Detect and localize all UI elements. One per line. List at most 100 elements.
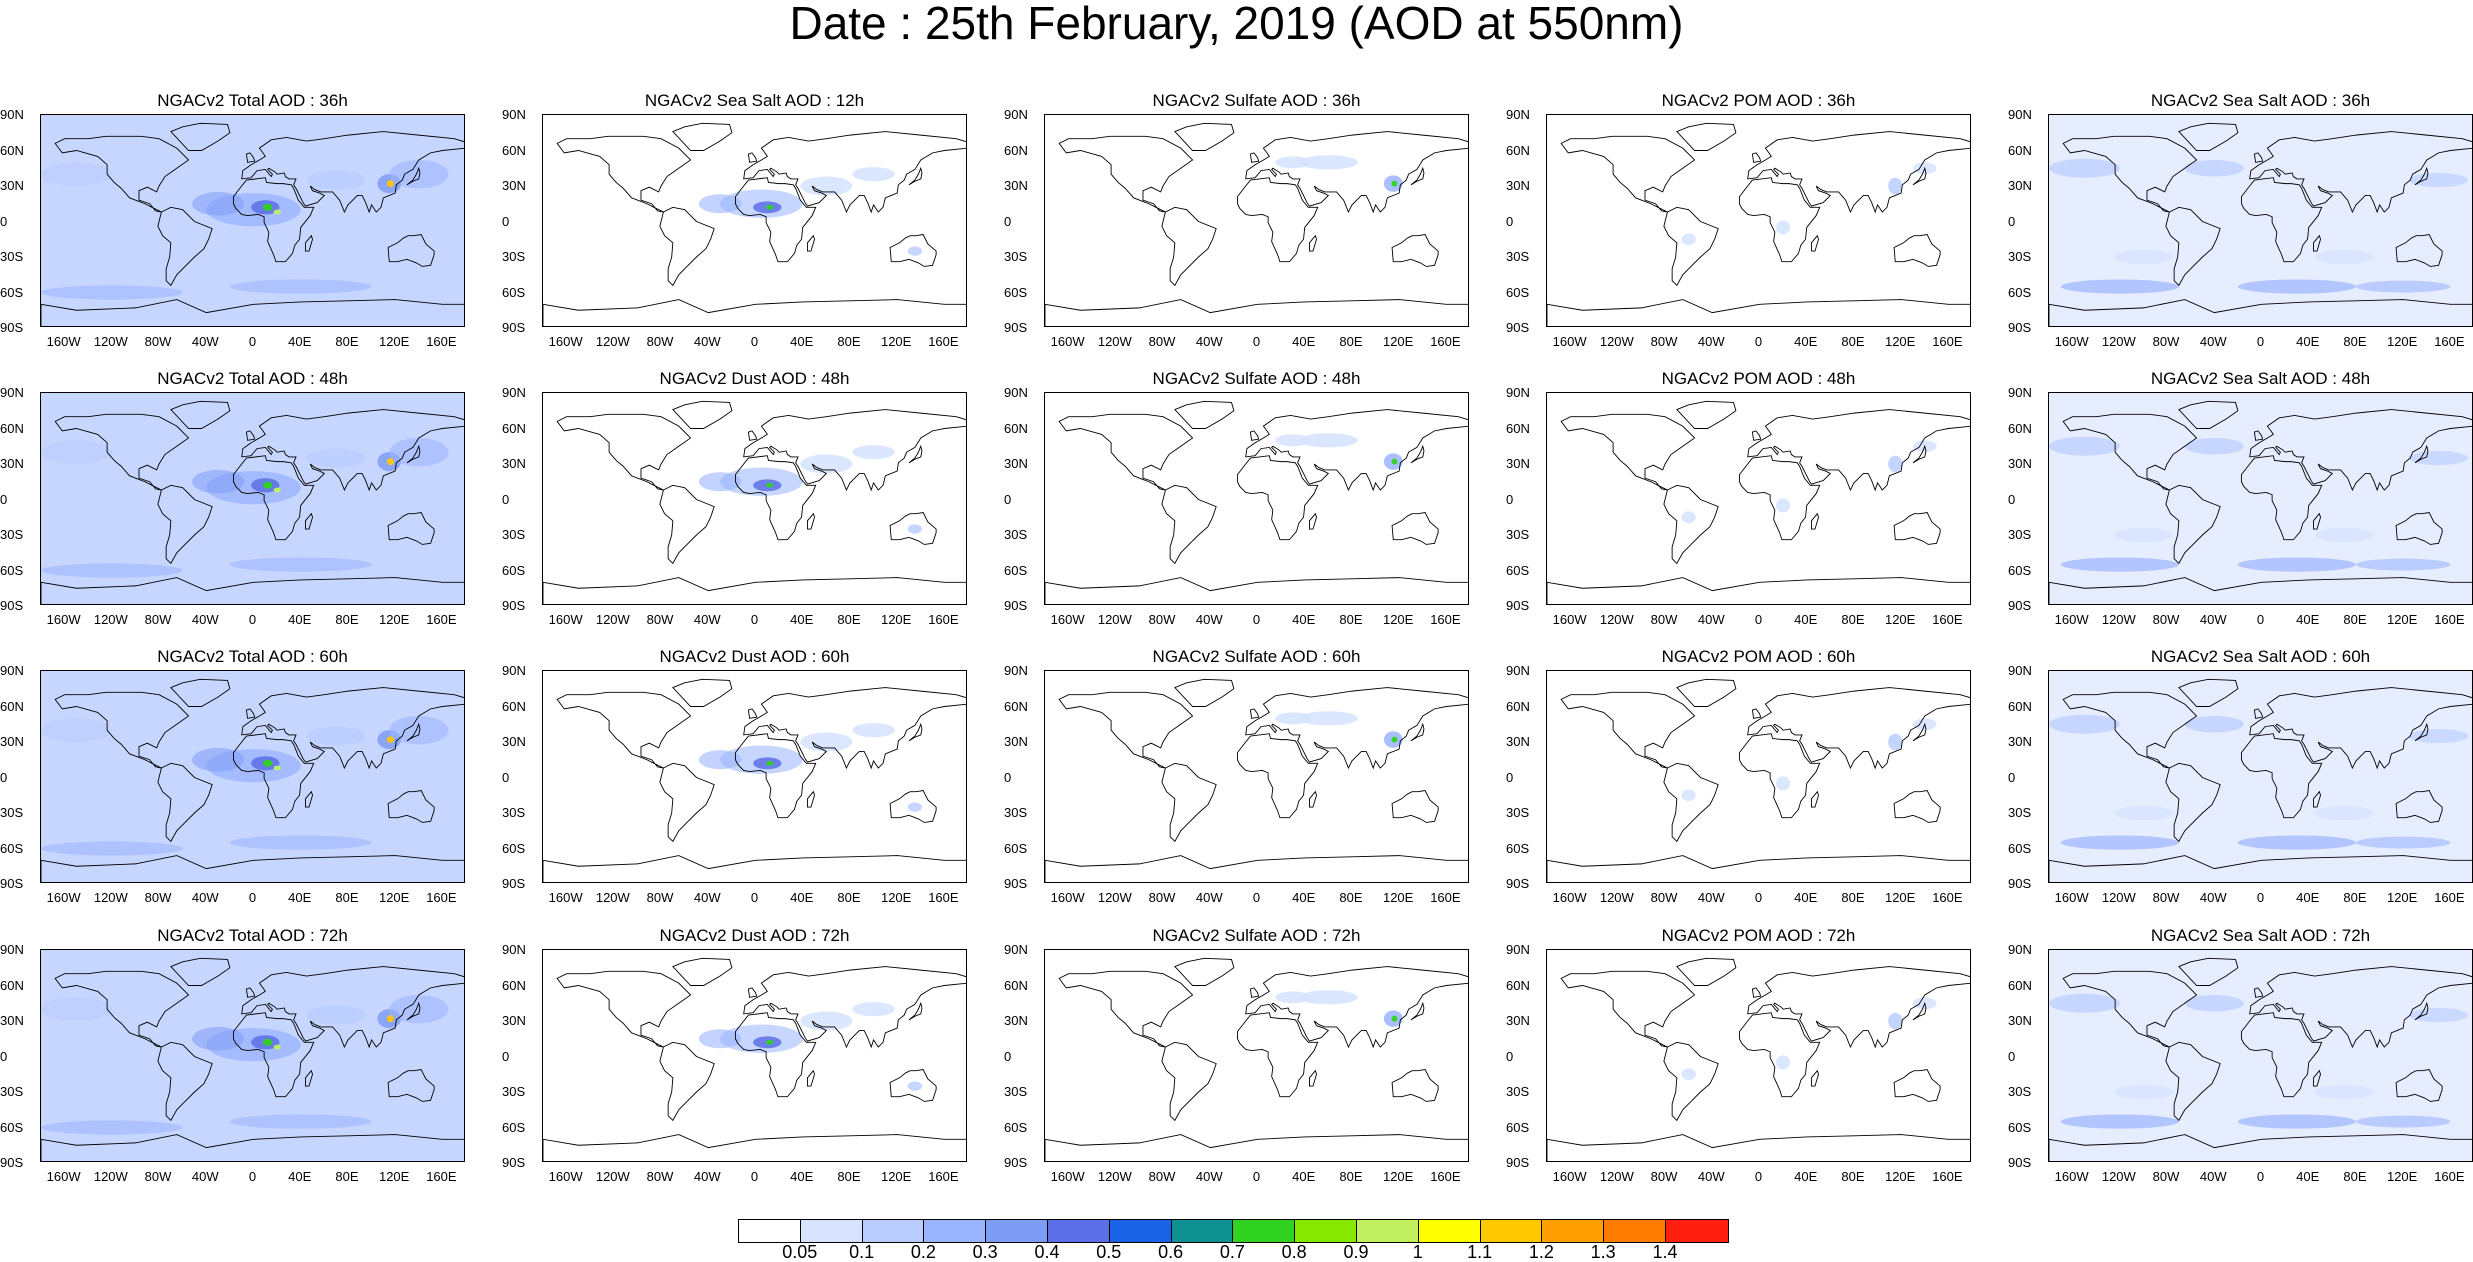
lon-tick-label: 120W — [93, 1169, 128, 1184]
aerosol-plume — [766, 760, 774, 766]
coastline-africa — [734, 177, 817, 263]
coastline-northAmerica — [1560, 413, 1696, 491]
lon-tick-label: 160E — [928, 890, 959, 905]
aod-map — [41, 950, 464, 1161]
lat-tick-label: 30S — [2008, 249, 2032, 264]
coastline-madagascar — [1810, 790, 1819, 808]
colorbar-label: 1.2 — [1528, 1242, 1554, 1262]
lon-tick-label: 0 — [248, 334, 257, 349]
aerosol-plume — [766, 482, 774, 488]
aerosol-plume — [41, 718, 112, 742]
map-frame — [542, 392, 967, 605]
coastline-northAmerica — [2062, 135, 2198, 213]
lat-tick-label: 0 — [2008, 769, 2016, 785]
panel-title: NGACv2 Dust AOD : 60h — [659, 647, 850, 666]
coastline-eurasia — [1245, 966, 1468, 1049]
aod-background-field — [2049, 671, 2472, 882]
coastline-greenland — [1174, 400, 1235, 429]
lon-tick-label: 40E — [1292, 1169, 1316, 1184]
coastline-uk — [1751, 987, 1762, 998]
lat-tick-label: 30S — [1004, 249, 1028, 264]
map-panel: NGACv2 Total AOD : 72h 90N 60N 30N 0 30S 60S 90… — [0, 927, 480, 1197]
lon-tick-label: 40E — [1794, 890, 1818, 905]
coastline-japan — [1410, 722, 1425, 742]
lon-tick-label: 120W — [595, 890, 630, 905]
lon-tick-label: 160W — [1552, 612, 1587, 627]
lon-tick-label: 40W — [1697, 1169, 1725, 1184]
coastline-northAmerica — [556, 970, 692, 1048]
lat-tick-label: 0 — [502, 769, 510, 785]
lon-tick-label: 120W — [93, 890, 128, 905]
colorbar-label: 0.9 — [1343, 1242, 1369, 1262]
coastline-japan — [406, 722, 421, 742]
lon-tick-label: 120W — [1097, 890, 1132, 905]
aerosol-plume — [2355, 836, 2451, 849]
lon-tick-label: 40E — [790, 1169, 814, 1184]
coastline-australia — [1893, 1069, 1941, 1102]
lat-tick-label: 90N — [2008, 107, 2032, 122]
aerosol-plume — [1776, 498, 1791, 513]
lon-tick-label: 80E — [335, 890, 359, 905]
colorbar-label: 0.7 — [1219, 1242, 1245, 1262]
lat-tick-label: 0 — [0, 491, 8, 507]
lon-tick-label: 80E — [1339, 1169, 1363, 1184]
aerosol-plume — [2049, 436, 2120, 456]
lon-tick-label: 40E — [1292, 334, 1316, 349]
lat-tick-label: 60N — [0, 698, 24, 714]
lon-tick-label: 80W — [1650, 1169, 1678, 1184]
coastline-australia — [387, 512, 435, 545]
coastline-northAmerica — [2062, 413, 2198, 491]
panel-title: NGACv2 Sulfate AOD : 48h — [1152, 369, 1361, 388]
lon-tick-label: 0 — [1754, 612, 1763, 627]
lon-tick-label: 80W — [2152, 890, 2180, 905]
coastline-madagascar — [2312, 234, 2321, 252]
coastline-africa — [1236, 177, 1319, 263]
coastline-africa — [1236, 733, 1319, 819]
lon-tick-label: 40E — [790, 334, 814, 349]
lon-tick-label: 160W — [46, 612, 81, 627]
coastline-southAmerica — [1161, 206, 1217, 287]
panel-title: NGACv2 POM AOD : 60h — [1661, 647, 1856, 666]
lon-tick-label: 0 — [248, 1169, 257, 1184]
coastline-australia — [2395, 1069, 2443, 1102]
lon-tick-label: 0 — [1754, 1169, 1763, 1184]
lat-tick-label: 90N — [502, 942, 526, 957]
coastline-uk — [1751, 708, 1762, 719]
lon-tick-label: 120E — [2386, 890, 2418, 905]
coastline-northAmerica — [556, 135, 692, 213]
aerosol-plume — [262, 759, 273, 767]
aerosol-plume — [1391, 1015, 1398, 1022]
lon-tick-label: 120W — [2101, 612, 2136, 627]
coastline-antarctica — [2049, 855, 2472, 882]
coastline-greenland — [1174, 957, 1235, 986]
lat-tick-label: 90S — [1506, 320, 1530, 335]
lat-tick-label: 0 — [1506, 769, 1514, 785]
lon-tick-label: 160E — [1430, 1169, 1461, 1184]
lat-tick-label: 30S — [1506, 805, 1530, 820]
coastline-northAmerica — [2062, 691, 2198, 769]
lat-tick-label: 90S — [0, 598, 24, 613]
map-panel: NGACv2 POM AOD : 48h 90N 60N 30N 0 30S 60S 90S 1… — [1506, 370, 1986, 640]
coastline-southAmerica — [659, 1041, 715, 1122]
coastline-southAmerica — [157, 762, 213, 843]
coastline-greenland — [170, 678, 231, 707]
lon-tick-label: 120W — [1097, 612, 1132, 627]
aerosol-plume — [389, 715, 449, 745]
coastline-southAmerica — [659, 484, 715, 565]
lon-tick-label: 160E — [2434, 1169, 2465, 1184]
aerosol-plume — [2237, 1114, 2356, 1129]
aod-map — [2049, 950, 2472, 1161]
colorbar-swatch — [924, 1220, 987, 1242]
lat-tick-label: 0 — [2008, 491, 2016, 507]
aerosol-plume — [800, 732, 853, 752]
coastline-africa — [2240, 455, 2323, 541]
coastline-eurasia — [1747, 409, 1970, 492]
panel-title: NGACv2 Sulfate AOD : 72h — [1152, 926, 1361, 945]
map-frame — [1044, 392, 1469, 605]
coastline-southAmerica — [2165, 1041, 2221, 1122]
aod-background-field — [2049, 950, 2472, 1161]
lon-tick-label: 0 — [248, 612, 257, 627]
coastline-uk — [747, 430, 758, 441]
coastline-antarctica — [1547, 299, 1970, 326]
lon-tick-label: 40W — [2199, 612, 2227, 627]
